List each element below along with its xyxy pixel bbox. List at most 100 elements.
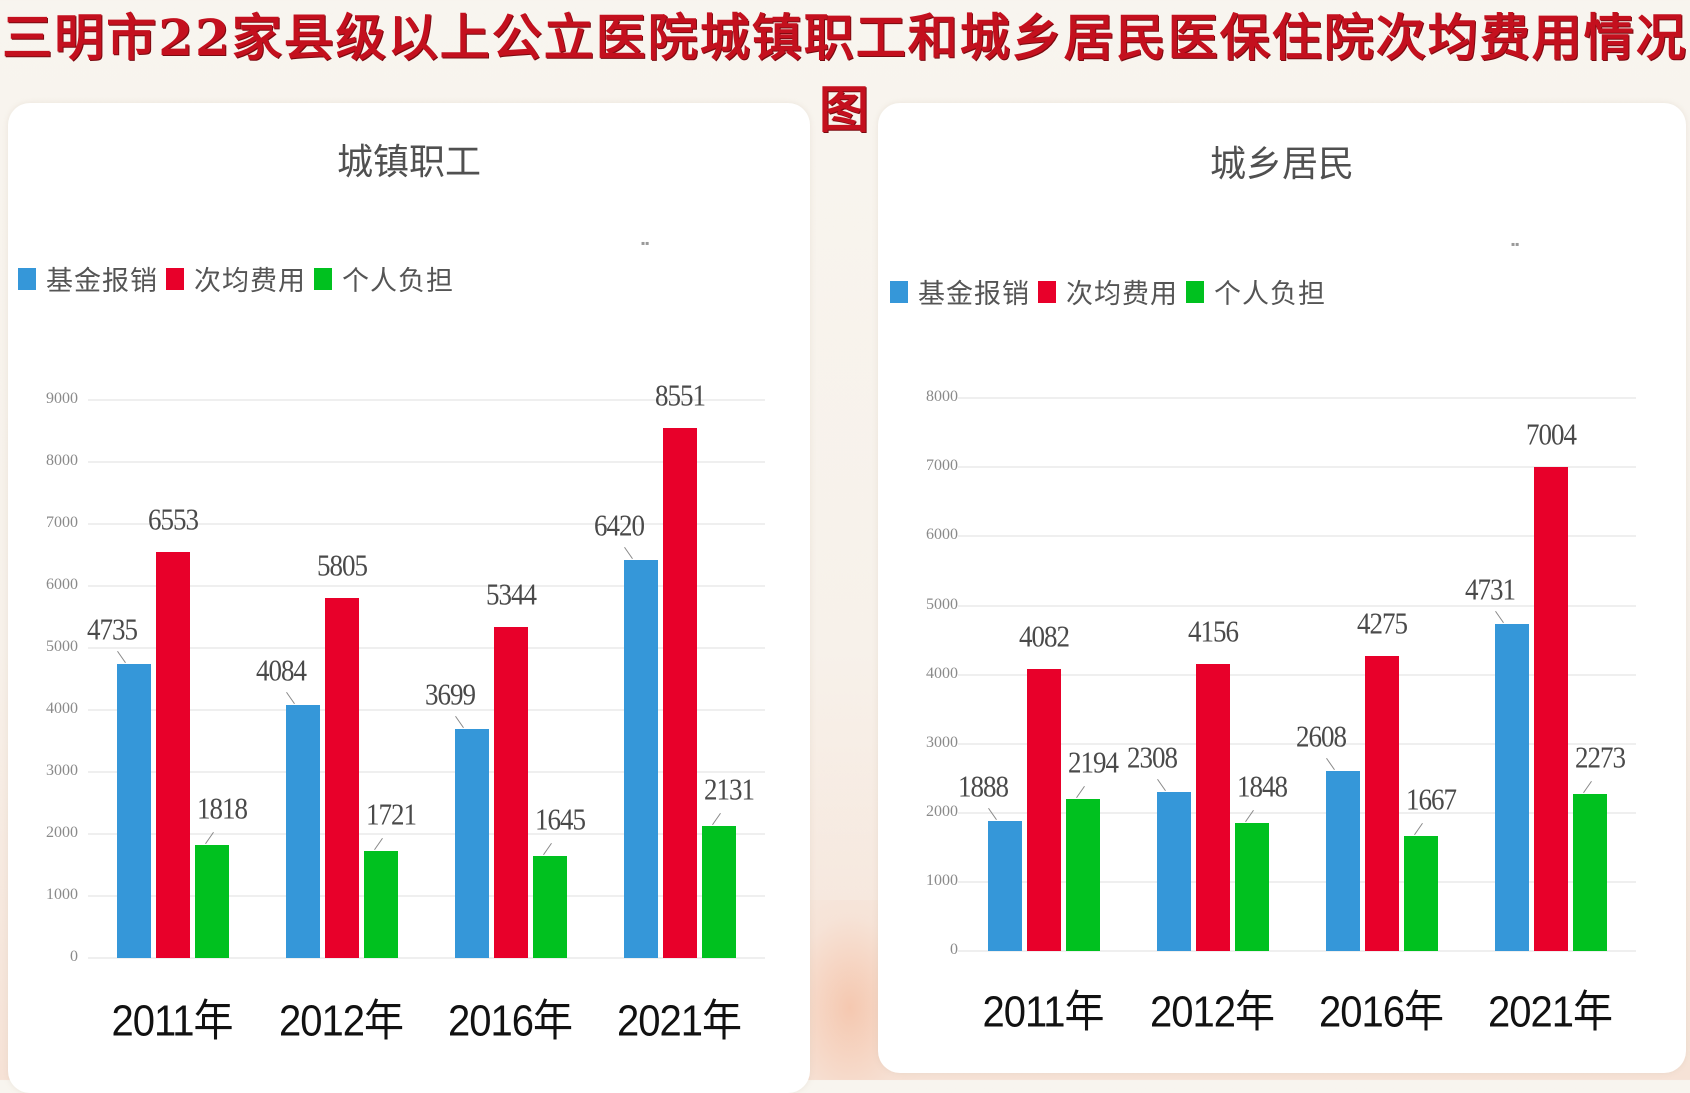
personal-bar	[195, 845, 229, 958]
x-axis-category-label: 2021年	[617, 997, 742, 1046]
chart-panel-urban-rural-residents: 城乡居民 基金报销 次均费用 个人负担 ▪▪ 0 1000 2000 3000 4000…	[878, 103, 1686, 1073]
label-leader-line	[117, 651, 126, 664]
gridline	[958, 742, 1636, 745]
x-axis-category-label: 2016年	[448, 997, 573, 1046]
label-leader-line	[1076, 786, 1085, 799]
label-leader-line	[1414, 822, 1423, 835]
personal-bar	[1404, 835, 1438, 951]
y-axis-tick-label: 0	[950, 941, 958, 958]
data-label: 4731	[1465, 571, 1516, 607]
gridline	[958, 880, 1636, 883]
avg-cost-bar	[1534, 467, 1568, 951]
legend-item-personal: 个人负担	[1186, 272, 1326, 311]
y-axis-tick-label: 0	[70, 948, 78, 965]
avg-cost-bar	[663, 427, 697, 958]
gridline	[958, 397, 1636, 400]
fund-bar	[1495, 624, 1529, 951]
legend-item-avg: 次均费用	[1038, 272, 1178, 311]
gridline	[958, 950, 1636, 952]
gridline	[88, 647, 765, 649]
label-leader-line	[712, 812, 721, 825]
personal-bar	[1066, 799, 1100, 951]
legend-swatch-red-icon	[1038, 280, 1056, 303]
personal-bar	[702, 825, 736, 958]
data-label: 4156	[1188, 613, 1239, 648]
gridline	[958, 466, 1636, 469]
avg-cost-bar	[494, 626, 528, 958]
y-axis-tick-label: 2000	[46, 824, 78, 841]
x-axis-category-label: 2011年	[111, 997, 233, 1046]
y-axis-tick-label: 4000	[46, 700, 78, 717]
data-label: 1818	[197, 790, 248, 826]
data-label: 2608	[1296, 718, 1347, 753]
legend-swatch-green-icon	[314, 267, 332, 290]
label-leader-line	[1326, 757, 1335, 770]
label-leader-line	[1157, 778, 1166, 791]
label-leader-line	[1495, 611, 1504, 624]
legend-item-personal: 个人负担	[314, 259, 454, 298]
data-label: 1888	[958, 768, 1009, 803]
label-leader-line	[1583, 780, 1592, 793]
data-label: 2194	[1068, 745, 1119, 780]
gridline	[88, 771, 765, 773]
y-axis-tick-label: 9000	[46, 390, 78, 407]
avg-cost-bar	[325, 598, 359, 958]
page-title: 三明市22家县级以上公立医院城镇职工和城乡居民医保住院次均费用情况图	[2, 8, 1688, 139]
label-leader-line	[374, 838, 383, 851]
x-axis-category-label: 2012年	[279, 997, 404, 1046]
y-axis-tick-label: 7000	[926, 457, 958, 475]
data-label: 6553	[148, 501, 199, 536]
fund-bar	[1326, 770, 1360, 951]
fund-bar	[286, 704, 320, 958]
chart-title: 城镇职工	[336, 142, 481, 183]
marker-dots: ▪▪	[641, 240, 650, 247]
gridline	[958, 535, 1636, 538]
chart-panel-urban-employees: 城镇职工 基金报销 次均费用 个人负担 ▪▪ 0 1000 2000 3000 4000…	[8, 103, 810, 1093]
data-label: 6420	[594, 507, 645, 543]
data-label: 5805	[317, 547, 368, 583]
fund-bar	[117, 664, 151, 958]
plot-area: 0 1000 2000 3000 4000 5000 6000 7000 8000 1888 408…	[878, 103, 1686, 1073]
data-label: 3699	[425, 676, 476, 711]
avg-cost-bar	[1196, 663, 1230, 951]
y-axis-tick-label: 3000	[46, 762, 78, 779]
gridline	[958, 673, 1636, 676]
x-axis-category-label: 2016年	[1319, 988, 1444, 1037]
gridline	[88, 585, 765, 587]
data-label: 4082	[1019, 618, 1070, 654]
data-label: 1645	[535, 801, 586, 837]
avg-cost-bar	[156, 551, 190, 958]
data-label: 1848	[1237, 768, 1288, 804]
x-axis-category-label: 2011年	[982, 988, 1104, 1037]
y-axis-tick-label: 1000	[46, 886, 78, 903]
data-label: 4735	[87, 612, 138, 647]
data-label: 4275	[1357, 605, 1408, 640]
avg-cost-bar	[1365, 655, 1399, 951]
chart-title: 城乡居民	[1209, 144, 1354, 185]
y-axis-tick-label: 7000	[46, 514, 78, 531]
legend-item-fund: 基金报销	[890, 272, 1030, 311]
gridline	[958, 604, 1636, 607]
data-label: 8551	[655, 377, 706, 413]
y-axis-tick-label: 4000	[926, 664, 958, 682]
gridline	[958, 811, 1636, 814]
data-label: 7004	[1526, 416, 1577, 452]
data-label: 2273	[1575, 739, 1626, 775]
data-label: 2308	[1127, 739, 1178, 774]
data-label: 1667	[1406, 781, 1457, 816]
y-axis-tick-label: 8000	[926, 388, 958, 406]
gridline	[88, 833, 765, 835]
legend-item-avg: 次均费用	[166, 259, 306, 298]
legend-swatch-blue-icon	[18, 267, 36, 290]
label-leader-line	[543, 842, 552, 856]
gridline	[88, 957, 765, 959]
personal-bar	[364, 851, 398, 958]
label-leader-line	[286, 691, 295, 704]
gridline	[88, 709, 765, 711]
personal-bar	[533, 856, 567, 958]
y-axis-tick-label: 2000	[926, 802, 958, 820]
legend-swatch-blue-icon	[890, 280, 908, 303]
y-axis-tick-label: 8000	[46, 452, 78, 469]
gridline	[88, 523, 765, 525]
data-label: 5344	[486, 576, 537, 611]
